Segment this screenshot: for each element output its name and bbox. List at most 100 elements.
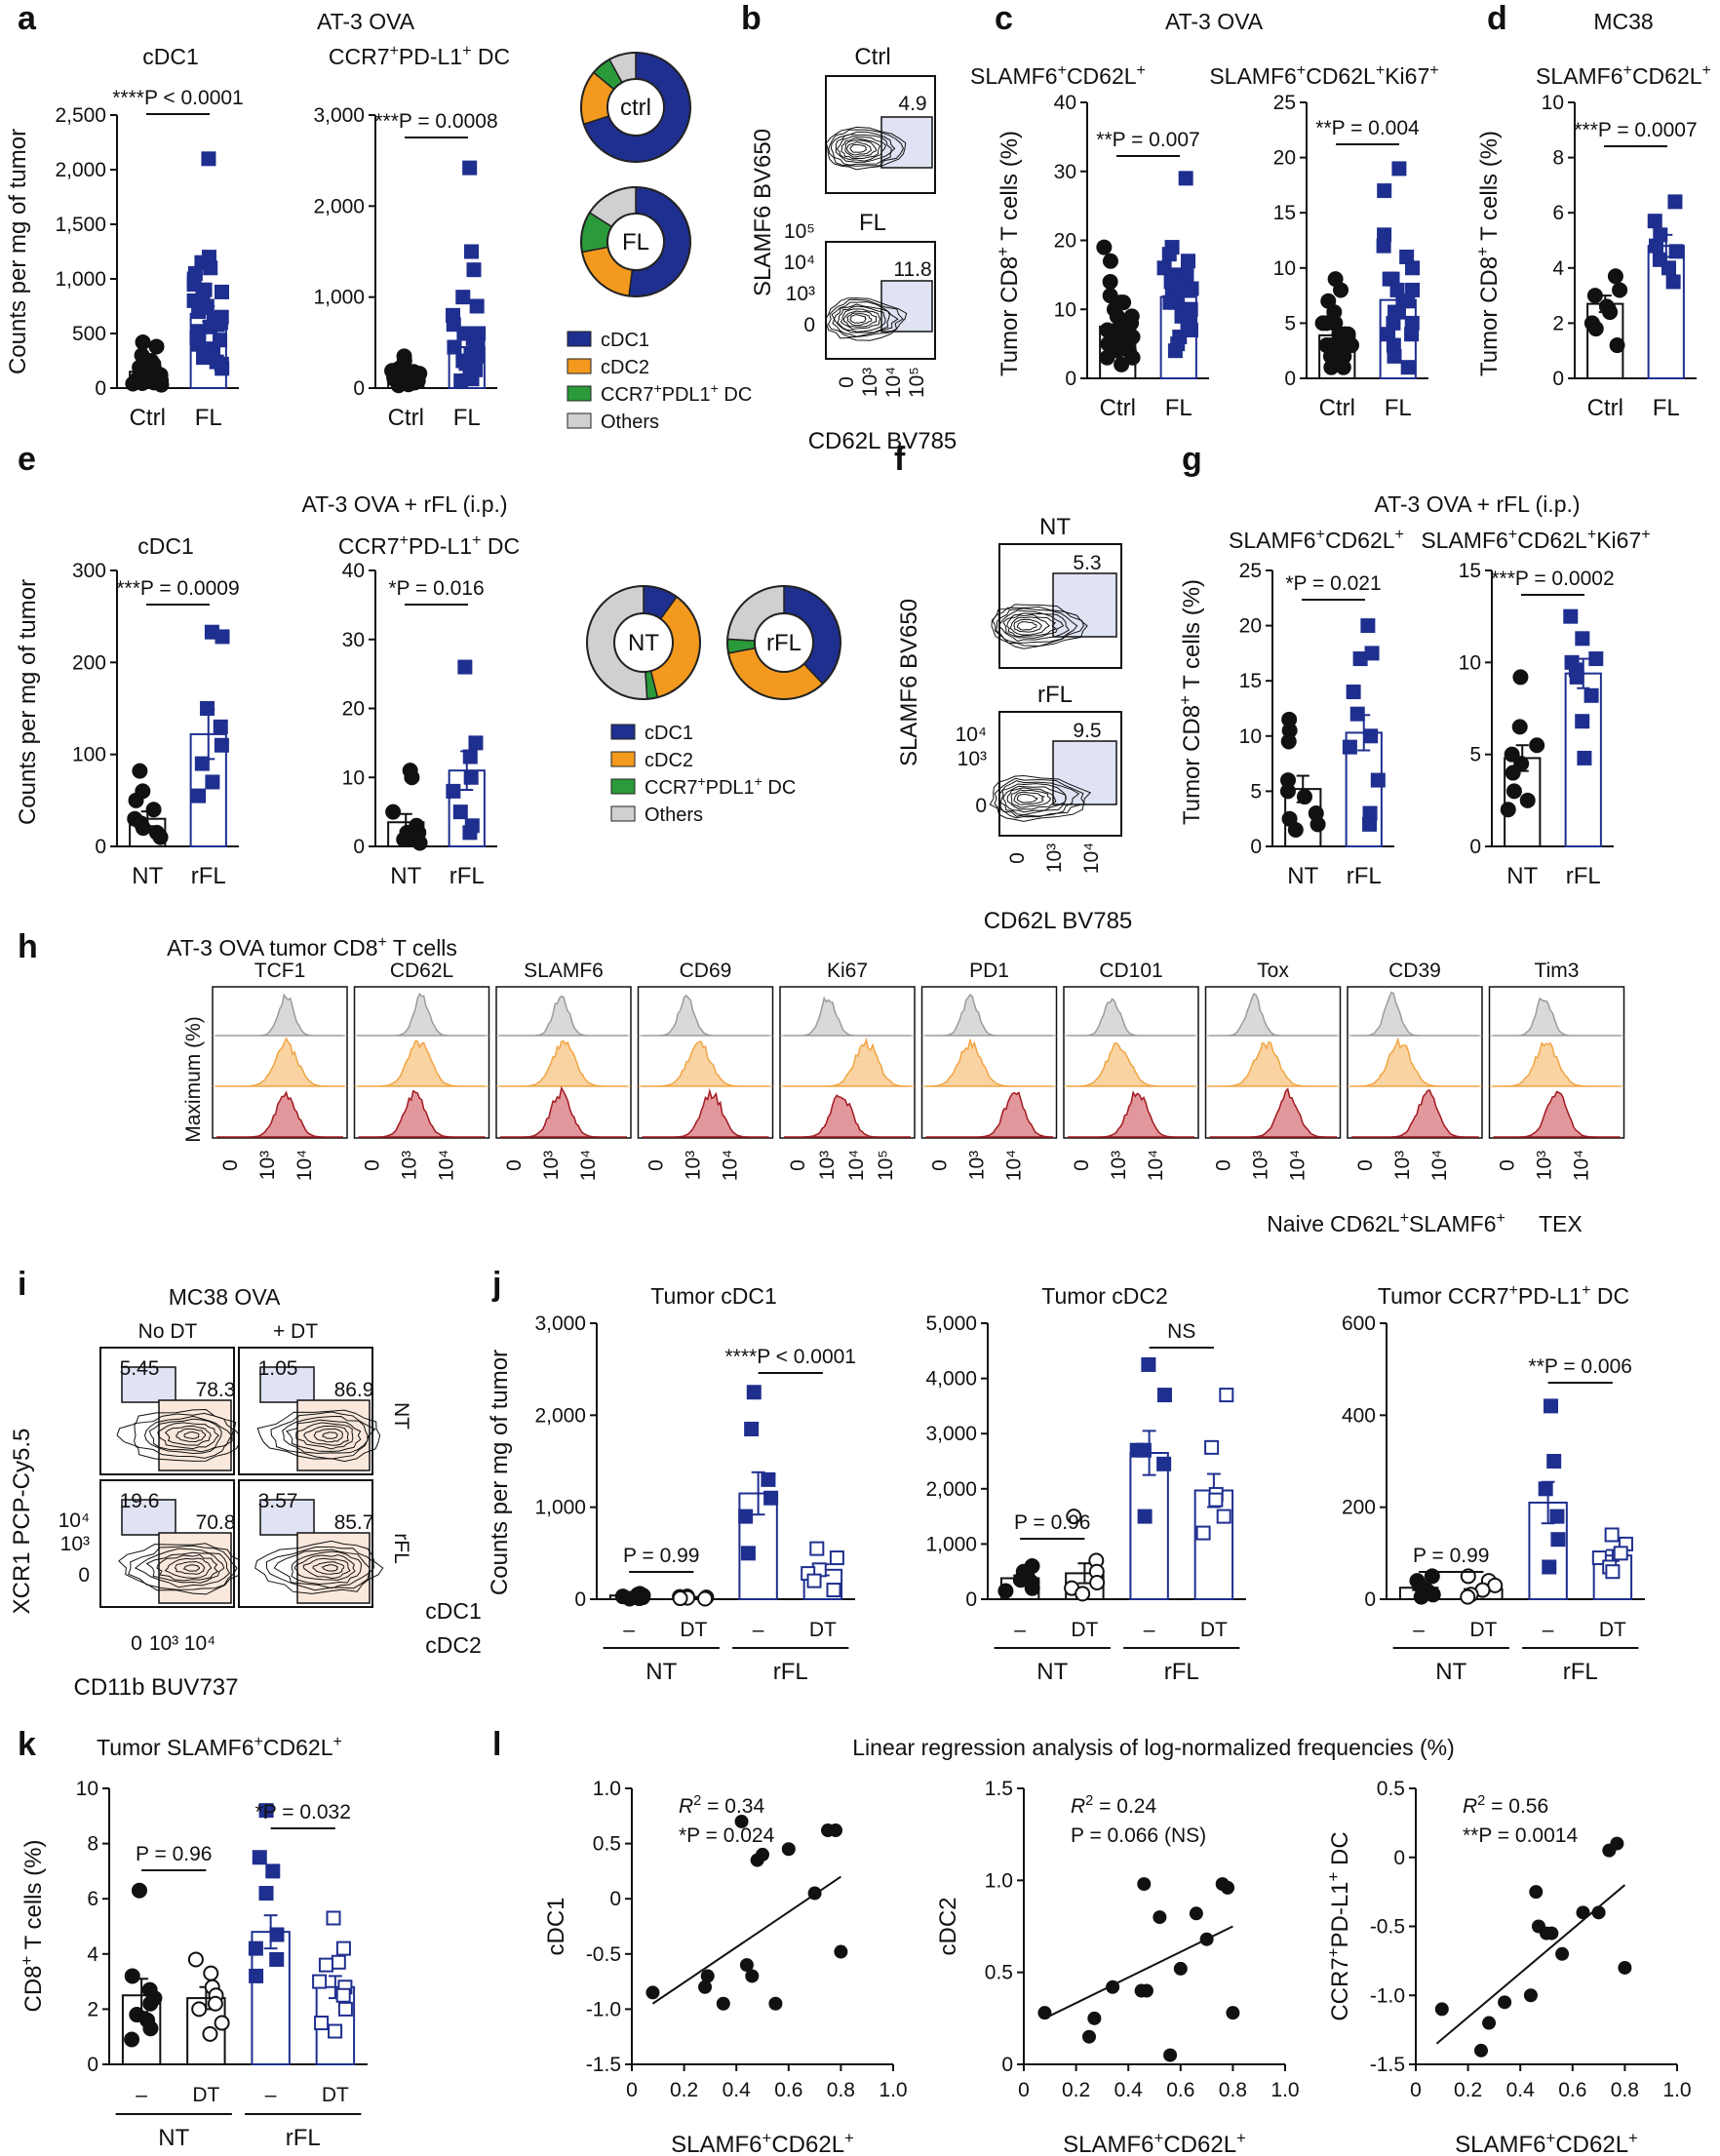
y-tick-label: 1,000 [55, 268, 106, 291]
contour-line [128, 1545, 238, 1590]
contour-line [295, 1422, 354, 1450]
data-point [1377, 183, 1392, 199]
data-point [1066, 1509, 1082, 1525]
data-point [1106, 1980, 1120, 1994]
contour-line [836, 136, 887, 162]
naive-histogram [216, 993, 343, 1037]
data-point [1024, 1580, 1040, 1596]
y-axis-label-l: cDC2 [935, 1897, 961, 1955]
y-tick-label: 2 [1552, 312, 1564, 334]
x-tick-label-h: 0 [1354, 1159, 1377, 1171]
histogram-marker-label: SLAMF6 [524, 960, 604, 982]
x-group-label: – [1413, 1619, 1425, 1641]
stat-a2: ***P = 0.0008 [374, 110, 497, 133]
legend-swatch [567, 412, 592, 429]
gate-value-cdc1: 3.57 [258, 1490, 298, 1512]
data-point [745, 1969, 760, 1983]
stat-j-rfl: ****P < 0.0001 [725, 1346, 856, 1368]
flow-i-col-label: No DT [138, 1320, 198, 1343]
y-tick-label: 3,000 [534, 1313, 586, 1335]
x-group-label: FL [1165, 395, 1192, 421]
data-point [146, 361, 163, 377]
data-point [1546, 1454, 1562, 1469]
data-point [1538, 1481, 1553, 1497]
donut-ctrl-label: ctrl [620, 95, 651, 121]
flow-f-nt-label: NT [1039, 514, 1071, 540]
data-point [1555, 1946, 1570, 1961]
y-tick-label-i: 10⁴ [59, 1509, 90, 1532]
tex-histogram [216, 1090, 343, 1138]
x-axis-label-l: SLAMF6+CD62L+ [1455, 2129, 1638, 2156]
y-tick-label: 0 [95, 377, 106, 400]
contour-line [997, 609, 1071, 643]
data-point [215, 361, 230, 376]
x-tick-label-h: 0 [1071, 1159, 1093, 1171]
x-group-label: DT [809, 1619, 837, 1641]
naive-histogram [1350, 991, 1478, 1037]
naive-histogram [1068, 998, 1194, 1037]
y-tick-label: 0 [353, 836, 365, 858]
data-point [1346, 685, 1361, 700]
gate-value-cdc2: 70.8 [196, 1511, 236, 1534]
contour-line [825, 126, 907, 171]
x-tick-label-h: 10³ [399, 1151, 421, 1180]
treatment-label: NT [158, 2125, 189, 2151]
y-tick-label: 0 [1364, 1588, 1376, 1611]
data-point [1500, 802, 1516, 818]
data-point [1181, 254, 1196, 269]
contour-line [989, 775, 1092, 822]
data-point [457, 659, 473, 675]
x-group-label: Ctrl [388, 405, 424, 431]
x-tick-label: 1.0 [1270, 2079, 1299, 2101]
y-tick-label-f: 10³ [958, 748, 987, 770]
data-point [1549, 1509, 1565, 1524]
x-tick-label-i: 0 [131, 1632, 142, 1655]
data-point [214, 284, 229, 299]
legend-slamf: CD62L+SLAMF6+ [1330, 1209, 1505, 1236]
contour-line [143, 1415, 233, 1454]
contour-line [846, 312, 873, 327]
y-tick-label: 6 [1552, 202, 1564, 224]
tex-histogram [784, 1094, 911, 1138]
y-tick-label: 10 [342, 766, 365, 789]
slamf-histogram [784, 1037, 912, 1087]
contour-line [825, 297, 908, 341]
data-point [763, 1490, 779, 1506]
data-point [128, 373, 144, 390]
y-tick-label: 2,000 [534, 1404, 586, 1427]
legend-swatch [610, 724, 636, 740]
x-group-label: – [136, 2084, 147, 2106]
cdc1-gate [259, 1366, 315, 1403]
donut-rfl-label: rFL [766, 630, 801, 656]
data-point [1505, 764, 1521, 781]
r-squared-label: R2 = 0.34 [679, 1793, 764, 1818]
data-point [1102, 253, 1118, 269]
panel-letter-a: a [18, 0, 37, 37]
y-axis-label-l: cDC1 [543, 1897, 569, 1955]
donut-outline [726, 585, 841, 700]
data-point [997, 1583, 1014, 1599]
x-tick-label: 0 [1410, 2079, 1422, 2101]
data-point [1542, 1559, 1557, 1575]
x-tick-label: 0 [1018, 2079, 1030, 2101]
data-point [1156, 260, 1172, 276]
contour-line [254, 1540, 384, 1594]
data-point [1342, 739, 1357, 755]
x-tick-label-h: 0 [503, 1159, 526, 1171]
data-point [807, 1886, 822, 1901]
naive-histogram [784, 996, 911, 1037]
y-tick-label-b: 10³ [786, 283, 815, 305]
data-point [1137, 1877, 1152, 1892]
gate-value-b-ctrl: 4.9 [898, 93, 926, 115]
histogram-marker-label: Tox [1257, 960, 1289, 982]
x-tick-label: 0.8 [1219, 2079, 1247, 2101]
contour-line [273, 1548, 371, 1589]
x-tick-label-h: 10⁴ [845, 1150, 868, 1181]
x-axis-label-l: SLAMF6+CD62L+ [1063, 2129, 1246, 2156]
data-point [1370, 772, 1386, 788]
slamf-histogram [641, 1040, 769, 1087]
contour-line [842, 310, 878, 328]
data-point [1339, 337, 1355, 354]
x-group-label: – [623, 1619, 635, 1641]
contour-line [1010, 789, 1052, 808]
